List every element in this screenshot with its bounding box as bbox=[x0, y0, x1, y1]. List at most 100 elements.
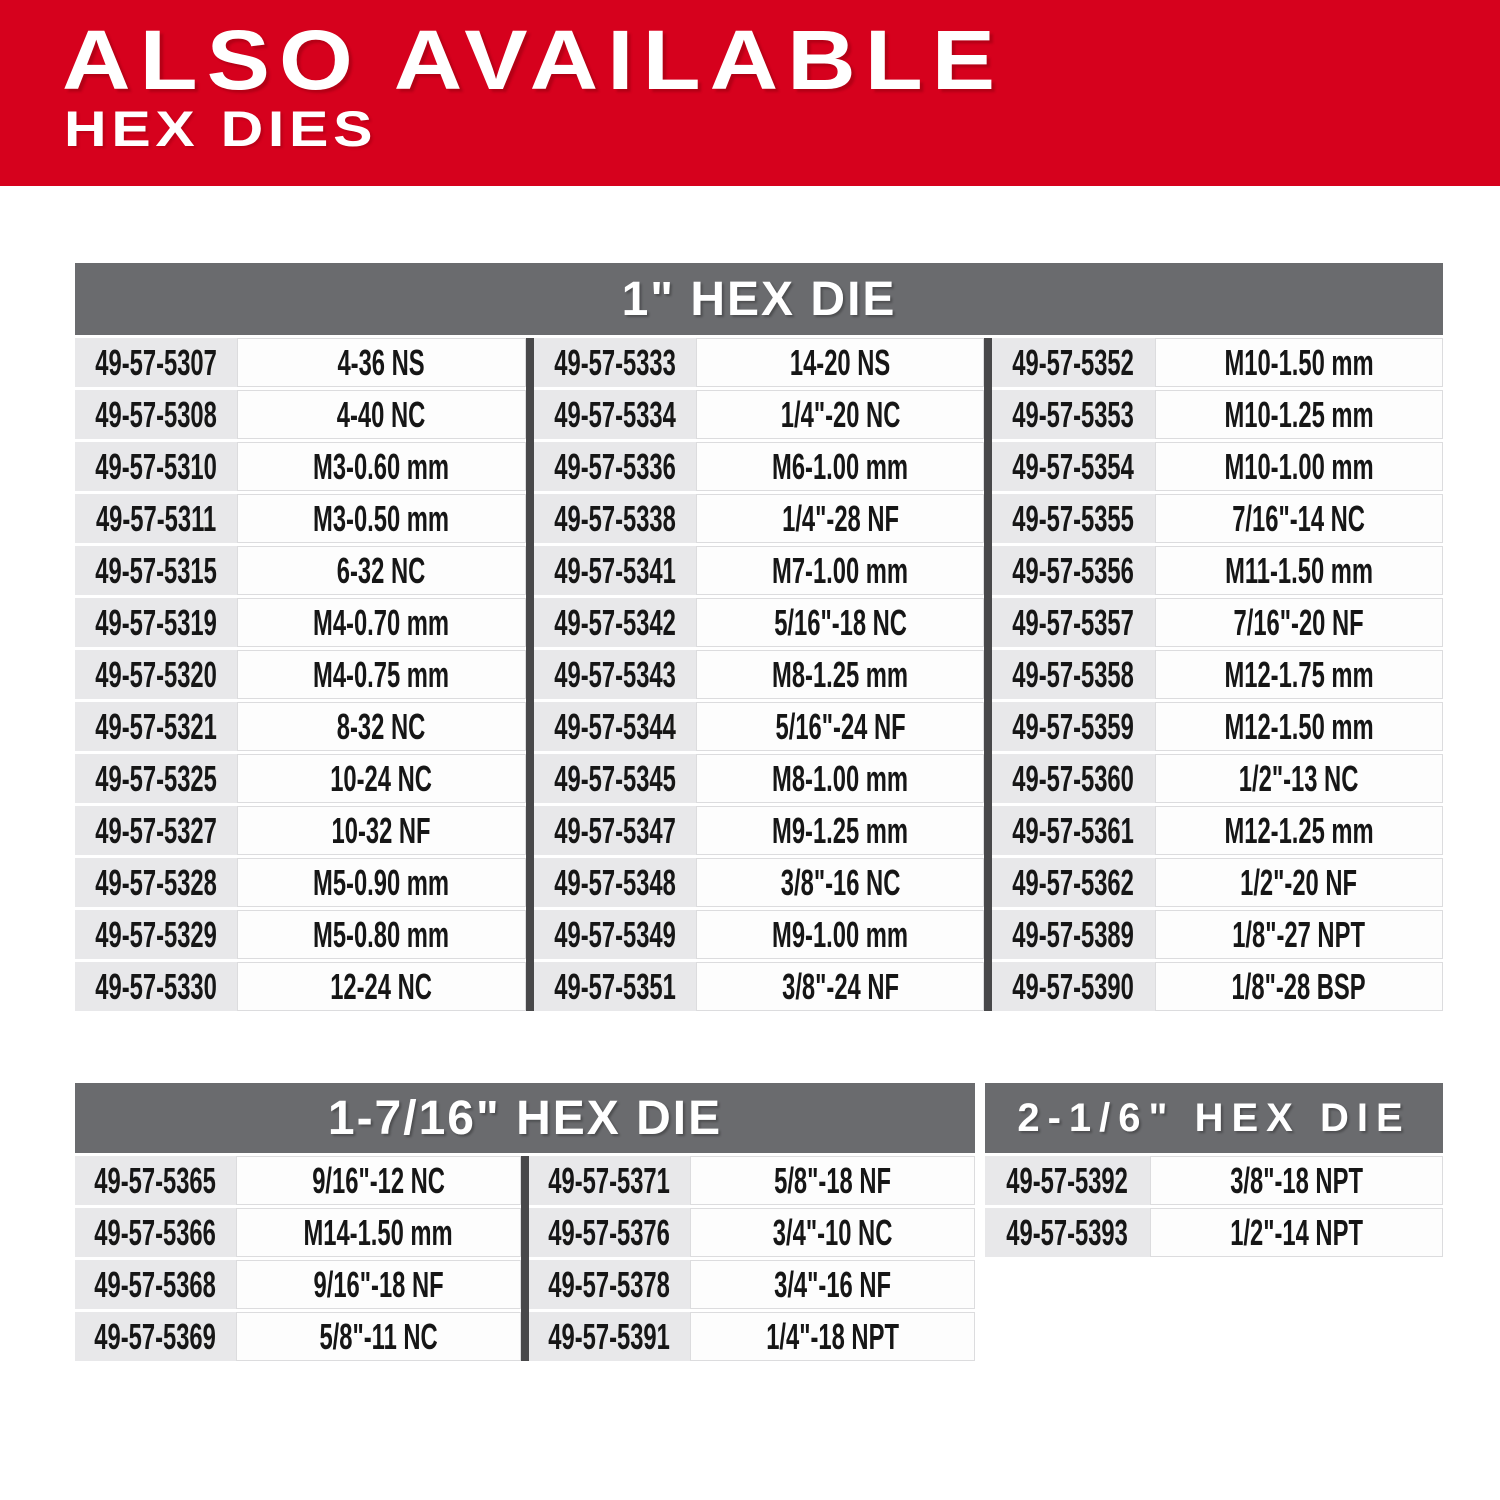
thread-size: 5/8"-11 NC bbox=[319, 1315, 438, 1357]
banner-subtitle: HEX DIES bbox=[64, 101, 378, 157]
table-row: 49-57-5376 3/4"-10 NC bbox=[529, 1208, 975, 1257]
thread-size: M3-0.60 mm bbox=[313, 445, 450, 487]
thread-size: 1/2"-20 NF bbox=[1240, 861, 1358, 903]
part-number-cell: 49-57-5389 bbox=[992, 910, 1155, 959]
thread-size: 3/4"-16 NF bbox=[773, 1263, 891, 1305]
thread-size-cell: 7/16"-14 NC bbox=[1154, 494, 1443, 543]
table-row: 49-57-5371 5/8"-18 NF bbox=[529, 1156, 975, 1205]
part-number-cell: 49-57-5336 bbox=[533, 442, 696, 491]
thread-size: 5/8"-18 NF bbox=[773, 1159, 891, 1201]
part-number: 49-57-5392 bbox=[1006, 1159, 1129, 1201]
banner-title: ALSO AVAILABLE bbox=[62, 13, 1005, 107]
thread-size-cell: M4-0.75 mm bbox=[237, 650, 526, 699]
part-number-cell: 49-57-5334 bbox=[533, 390, 696, 439]
part-number: 49-57-5330 bbox=[95, 965, 217, 1007]
part-number: 49-57-5360 bbox=[1012, 757, 1135, 799]
part-number: 49-57-5390 bbox=[1012, 965, 1135, 1007]
table-row: 49-57-5329 M5-0.80 mm bbox=[75, 910, 526, 959]
thread-size-cell: M5-0.90 mm bbox=[237, 858, 526, 907]
thread-size: M14-1.50 mm bbox=[303, 1211, 453, 1253]
thread-size: 1/2"-13 NC bbox=[1238, 757, 1359, 799]
part-number: 49-57-5358 bbox=[1012, 653, 1135, 695]
thread-size: 3/8"-16 NC bbox=[780, 861, 900, 903]
thread-size: 1/4"-28 NF bbox=[781, 497, 899, 539]
table-row: 49-57-5355 7/16"-14 NC bbox=[992, 494, 1443, 543]
part-number: 49-57-5393 bbox=[1006, 1211, 1129, 1253]
thread-size-cell: 5/8"-18 NF bbox=[689, 1156, 975, 1205]
thread-size: 1/4"-20 NC bbox=[780, 393, 900, 435]
thread-size: 7/16"-20 NF bbox=[1233, 601, 1364, 643]
column-group: 49-57-5352 M10-1.50 mm 49-57-5353 M10-1.25 … bbox=[992, 338, 1443, 1011]
thread-size-cell: M12-1.75 mm bbox=[1154, 650, 1443, 699]
part-number-cell: 49-57-5343 bbox=[533, 650, 696, 699]
part-number: 49-57-5361 bbox=[1012, 809, 1135, 851]
part-number-cell: 49-57-5361 bbox=[992, 806, 1155, 855]
thread-size: 4-40 NC bbox=[337, 393, 426, 435]
thread-size-cell: M8-1.25 mm bbox=[695, 650, 985, 699]
table-row: 49-57-5343 M8-1.25 mm bbox=[533, 650, 985, 699]
thread-size: M4-0.75 mm bbox=[313, 653, 450, 695]
table-row: 49-57-5357 7/16"-20 NF bbox=[992, 598, 1443, 647]
part-number: 49-57-5355 bbox=[1012, 497, 1135, 539]
table-body: 49-57-5365 9/16"-12 NC 49-57-5366 M14-1.50 … bbox=[75, 1156, 975, 1361]
part-number: 49-57-5319 bbox=[95, 601, 217, 643]
thread-size-cell: 1/8"-28 BSP bbox=[1154, 962, 1443, 1011]
table-row: 49-57-5368 9/16"-18 NF bbox=[75, 1260, 521, 1309]
part-number: 49-57-5321 bbox=[95, 705, 217, 747]
table-row: 49-57-5328 M5-0.90 mm bbox=[75, 858, 526, 907]
table-row: 49-57-5360 1/2"-13 NC bbox=[992, 754, 1443, 803]
thread-size-cell: M9-1.00 mm bbox=[695, 910, 985, 959]
thread-size: M8-1.25 mm bbox=[772, 653, 909, 695]
column-group: 49-57-5333 14-20 NS 49-57-5334 1/4"-20 NC 49… bbox=[533, 338, 985, 1011]
table-row: 49-57-5391 1/4"-18 NPT bbox=[529, 1312, 975, 1361]
thread-size-cell: M5-0.80 mm bbox=[237, 910, 526, 959]
thread-size: 1/4"-18 NPT bbox=[765, 1315, 899, 1357]
part-number-cell: 49-57-5307 bbox=[75, 338, 238, 387]
part-number-cell: 49-57-5341 bbox=[533, 546, 696, 595]
thread-size-cell: 4-40 NC bbox=[237, 390, 526, 439]
column-divider bbox=[525, 338, 534, 1011]
table-row: 49-57-5390 1/8"-28 BSP bbox=[992, 962, 1443, 1011]
column-group: 49-57-5371 5/8"-18 NF 49-57-5376 3/4"-10 NC… bbox=[529, 1156, 975, 1361]
thread-size: 14-20 NS bbox=[789, 341, 891, 383]
part-number-cell: 49-57-5321 bbox=[75, 702, 238, 751]
part-number-cell: 49-57-5338 bbox=[533, 494, 696, 543]
part-number-cell: 49-57-5349 bbox=[533, 910, 696, 959]
part-number-cell: 49-57-5319 bbox=[75, 598, 238, 647]
thread-size: 12-24 NC bbox=[330, 965, 433, 1007]
part-number: 49-57-5310 bbox=[95, 445, 217, 487]
part-number-cell: 49-57-5393 bbox=[985, 1208, 1150, 1257]
part-number: 49-57-5338 bbox=[554, 497, 676, 539]
thread-size-cell: M14-1.50 mm bbox=[235, 1208, 521, 1257]
thread-size-cell: M3-0.60 mm bbox=[237, 442, 526, 491]
thread-size: 6-32 NC bbox=[337, 549, 426, 591]
part-number-cell: 49-57-5344 bbox=[533, 702, 696, 751]
thread-size-cell: 9/16"-12 NC bbox=[235, 1156, 521, 1205]
part-number-cell: 49-57-5348 bbox=[533, 858, 696, 907]
thread-size-cell: 4-36 NS bbox=[237, 338, 526, 387]
table-row: 49-57-5320 M4-0.75 mm bbox=[75, 650, 526, 699]
table-row: 49-57-5308 4-40 NC bbox=[75, 390, 526, 439]
part-number-cell: 49-57-5360 bbox=[992, 754, 1155, 803]
part-number: 49-57-5371 bbox=[548, 1159, 671, 1201]
thread-size-cell: 14-20 NS bbox=[695, 338, 985, 387]
thread-size-cell: 1/8"-27 NPT bbox=[1154, 910, 1443, 959]
table-title: 1-7/16" HEX DIE bbox=[327, 1091, 723, 1145]
thread-size: 5/16"-18 NC bbox=[773, 601, 907, 643]
table-body: 49-57-5392 3/8"-18 NPT 49-57-5393 1/2"-14 N… bbox=[985, 1156, 1443, 1257]
table-row: 49-57-5321 8-32 NC bbox=[75, 702, 526, 751]
thread-size: M10-1.00 mm bbox=[1224, 445, 1374, 487]
part-number: 49-57-5362 bbox=[1012, 861, 1135, 903]
thread-size-cell: 5/16"-18 NC bbox=[695, 598, 985, 647]
thread-size-cell: 3/8"-18 NPT bbox=[1149, 1156, 1443, 1205]
part-number-cell: 49-57-5356 bbox=[992, 546, 1155, 595]
thread-size-cell: 10-24 NC bbox=[237, 754, 526, 803]
thread-size-cell: M10-1.00 mm bbox=[1154, 442, 1443, 491]
part-number: 49-57-5325 bbox=[95, 757, 217, 799]
thread-size-cell: 1/2"-20 NF bbox=[1154, 858, 1443, 907]
part-number-cell: 49-57-5369 bbox=[75, 1312, 236, 1361]
table-row: 49-57-5356 M11-1.50 mm bbox=[992, 546, 1443, 595]
part-number: 49-57-5366 bbox=[94, 1211, 217, 1253]
part-number-cell: 49-57-5366 bbox=[75, 1208, 236, 1257]
thread-size: M6-1.00 mm bbox=[772, 445, 909, 487]
